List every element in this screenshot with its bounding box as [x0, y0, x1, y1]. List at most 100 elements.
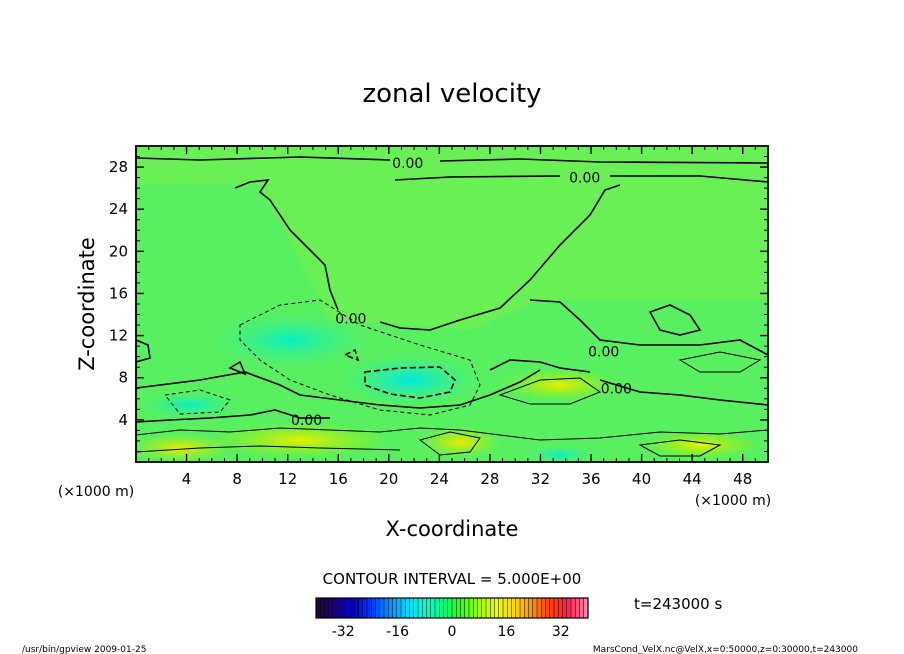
colorbar-cell — [469, 598, 474, 618]
colorbar-cell — [316, 598, 321, 618]
contour-label: 0.00 — [291, 413, 322, 429]
colorbar-cell — [392, 598, 398, 618]
x-tick-label: 32 — [531, 470, 550, 488]
footer-left: /usr/bin/gpview 2009-01-25 — [22, 645, 146, 654]
x-tick-label: 44 — [683, 470, 702, 488]
colorbar-tick-label: 0 — [448, 624, 457, 640]
colorbar-cell — [524, 598, 529, 618]
x-tick-label: 20 — [379, 470, 398, 488]
field-positive-bottom4 — [640, 431, 760, 459]
colorbar-tick-label: -32 — [332, 624, 355, 640]
colorbar-cell — [388, 598, 393, 618]
colorbar-frame — [315, 597, 589, 619]
colorbar-cell — [435, 598, 440, 618]
colorbar-cell — [345, 598, 351, 618]
field-negative-left — [140, 391, 240, 419]
y-tick-label: 8 — [118, 369, 128, 387]
contour-label: 0.00 — [601, 381, 632, 397]
colorbar-cell — [575, 598, 580, 618]
field-positive-right — [500, 369, 620, 401]
x-tick-label: 40 — [632, 470, 651, 488]
colorbar-cell — [396, 598, 402, 618]
chart-title: zonal velocity — [362, 79, 541, 109]
contour-label: 0.00 — [392, 156, 423, 172]
colorbar-cell — [452, 598, 457, 618]
colorbar-cell — [494, 598, 500, 618]
colorbar-cell — [528, 598, 534, 618]
colorbar-cell — [473, 598, 478, 618]
field-negative-region — [210, 312, 370, 368]
x-tick-label: 48 — [733, 470, 752, 488]
x-axis-label: X-coordinate — [386, 517, 519, 541]
negative-contour-core — [343, 348, 456, 399]
x-unit-left: (×1000 m) — [58, 484, 134, 500]
colorbar-cell — [460, 598, 466, 618]
colorbar-cell — [583, 598, 589, 618]
colorbar-cell — [554, 598, 559, 618]
positive-contours — [136, 351, 768, 457]
colorbar-cell — [481, 598, 487, 618]
colorbar-cell — [328, 598, 334, 618]
colorbar-cell — [515, 598, 521, 618]
zero-contours — [136, 156, 768, 423]
colorbar-cell — [371, 598, 376, 618]
field-negative-core — [340, 354, 480, 406]
colorbar-cell — [566, 598, 572, 618]
y-tick-label: 20 — [109, 242, 128, 260]
x-tick-label: 8 — [232, 470, 242, 488]
x-tick-label: 28 — [480, 470, 499, 488]
colorbar-cell — [579, 598, 585, 618]
contour-labels: 0.00 0.00 0.00 0.00 0.00 0.00 — [291, 156, 632, 429]
colorbar-cell — [447, 598, 453, 618]
y-tick-label: 4 — [118, 411, 128, 429]
colorbar-cell — [337, 598, 342, 618]
colorbar-cell — [503, 598, 508, 618]
field-negative-bottom — [525, 445, 595, 462]
field-upper-band — [136, 146, 768, 330]
x-tick-label: 4 — [182, 470, 192, 488]
colorbar-cell — [532, 598, 538, 618]
colorbar-cell — [520, 598, 525, 618]
y-tick-label: 12 — [109, 327, 128, 345]
colorbar-cell — [558, 598, 563, 618]
field-positive-bottom2 — [420, 426, 500, 458]
colorbar-cell — [367, 598, 372, 618]
colorbar-cell — [405, 598, 410, 618]
colorbar-cell — [379, 598, 385, 618]
colorbar-cell — [341, 598, 347, 618]
colorbar-cell — [354, 598, 359, 618]
colorbar-cell — [362, 598, 368, 618]
contour-label: 0.00 — [588, 344, 619, 360]
colorbar-cell — [333, 598, 338, 618]
x-axis: 4 8 12 16 20 24 28 32 36 40 44 48 — [148, 146, 756, 488]
colorbar-cell — [384, 598, 389, 618]
colorbar-cell — [350, 598, 355, 618]
colorbar-cell — [456, 598, 461, 618]
y-tick-label: 28 — [109, 158, 128, 176]
contour-label: 0.00 — [335, 312, 366, 328]
colorbar-cell — [545, 598, 551, 618]
contour-interval: CONTOUR INTERVAL = 5.000E+00 — [323, 570, 582, 588]
y-tick-label: 16 — [109, 284, 128, 302]
field-positive-bottom3 — [136, 434, 230, 462]
colorbar-cell — [413, 598, 419, 618]
colorbar-cell — [541, 598, 546, 618]
colorbar-cell — [358, 598, 364, 618]
colorbar-cell — [401, 598, 406, 618]
colorbar-cell — [490, 598, 495, 618]
footer-right: MarsCond_VelX.nc@VelX,x=0:50000,z=0:3000… — [593, 645, 858, 654]
colorbar-cell — [537, 598, 542, 618]
colorbar-cell — [486, 598, 491, 618]
y-axis: 4 8 12 16 20 24 28 — [109, 156, 768, 452]
x-tick-label: 36 — [581, 470, 600, 488]
colorbar-cell — [426, 598, 432, 618]
colorbar-cell — [439, 598, 444, 618]
colorbar-cell — [571, 598, 576, 618]
colorbar-tick-label: -16 — [386, 624, 409, 640]
colorbar-cell — [324, 598, 330, 618]
negative-contours — [164, 299, 481, 416]
colorbar-tick-label: 16 — [497, 624, 515, 640]
colorbar-cell — [498, 598, 504, 618]
y-axis-label: Z-coordinate — [75, 237, 99, 371]
